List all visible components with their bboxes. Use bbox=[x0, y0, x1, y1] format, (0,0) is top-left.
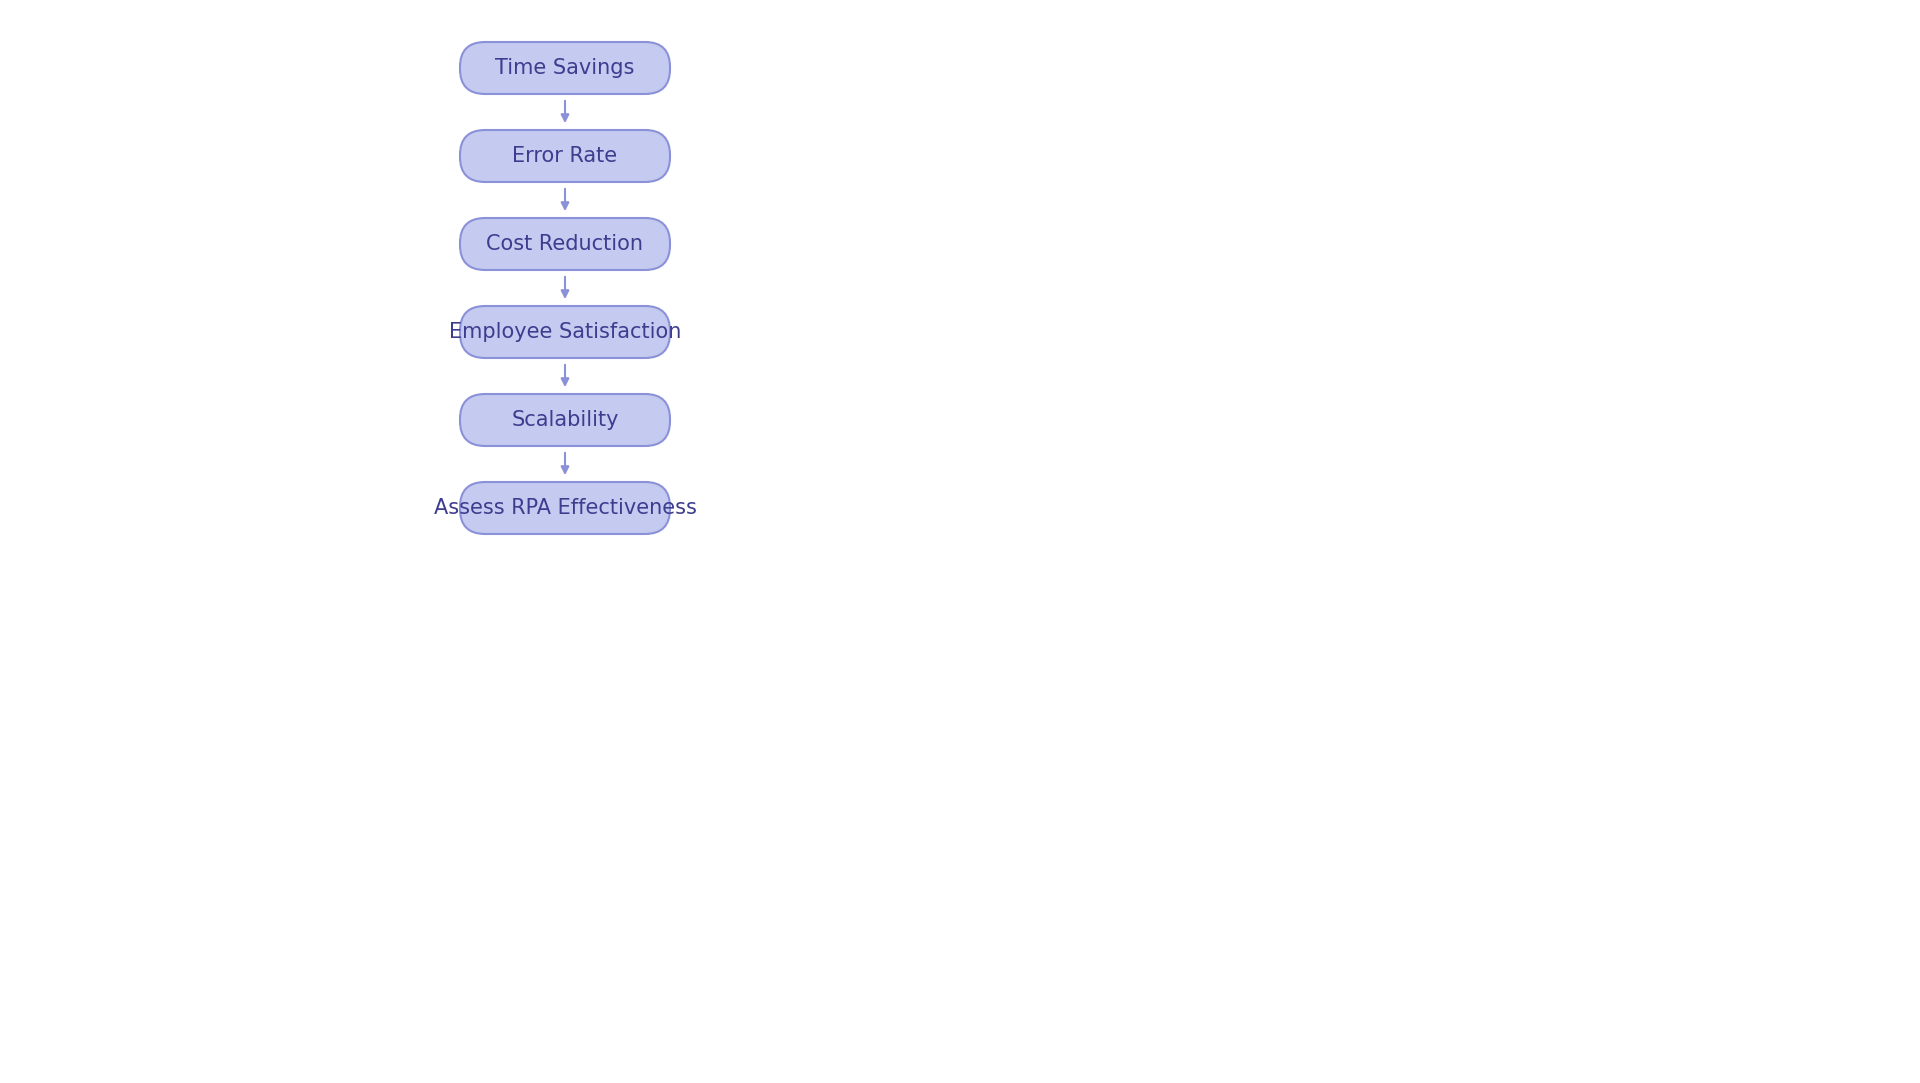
Text: Time Savings: Time Savings bbox=[495, 58, 636, 78]
Text: Error Rate: Error Rate bbox=[513, 146, 618, 166]
FancyBboxPatch shape bbox=[461, 394, 670, 446]
Text: Cost Reduction: Cost Reduction bbox=[486, 234, 643, 255]
Text: Assess RPA Effectiveness: Assess RPA Effectiveness bbox=[434, 498, 697, 518]
Text: Scalability: Scalability bbox=[511, 410, 618, 430]
FancyBboxPatch shape bbox=[461, 130, 670, 182]
FancyBboxPatch shape bbox=[461, 482, 670, 534]
FancyBboxPatch shape bbox=[461, 306, 670, 358]
FancyBboxPatch shape bbox=[461, 218, 670, 270]
Text: Employee Satisfaction: Employee Satisfaction bbox=[449, 322, 682, 342]
FancyBboxPatch shape bbox=[461, 42, 670, 94]
